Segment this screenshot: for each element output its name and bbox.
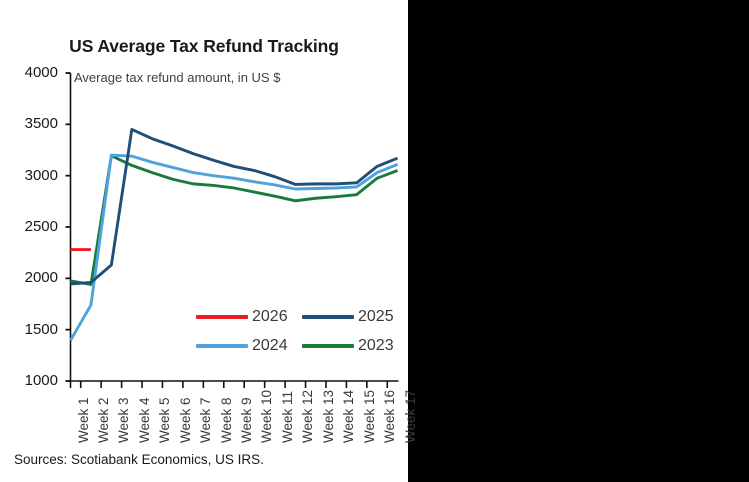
legend-item-2023[interactable]: 2023 — [302, 335, 401, 359]
source-note: Sources: Scotiabank Economics, US IRS. — [14, 452, 264, 467]
y-axis-tick-label: 2000 — [24, 269, 58, 287]
page-title: US Average Tax Refund Tracking — [69, 36, 339, 56]
x-axis-tick-label: Week 12 — [300, 389, 316, 443]
legend-row: 2026 2025 — [196, 306, 401, 330]
legend-item-2026[interactable]: 2026 — [196, 306, 295, 330]
x-axis-tick-label: Week 17 — [402, 389, 418, 443]
legend-swatch-2026 — [196, 315, 248, 319]
series-line-2025 — [70, 128, 399, 286]
chart-legend: 2026 2025 2024 2023 — [196, 306, 401, 362]
x-axis-tick-label: Week 11 — [279, 390, 295, 443]
series-line-2023 — [70, 154, 399, 286]
legend-label: 2026 — [252, 308, 288, 325]
legend-label: 2024 — [252, 337, 288, 354]
x-axis-tick-label: Week 14 — [341, 389, 357, 443]
legend-label: 2025 — [358, 308, 394, 325]
x-axis-tick-label: Week 7 — [198, 397, 214, 443]
series-line-2024 — [69, 153, 399, 342]
y-axis-tick-label: 1500 — [24, 320, 58, 338]
legend-item-2024[interactable]: 2024 — [196, 335, 295, 359]
x-axis-tick-label: Week 9 — [239, 397, 254, 443]
x-axis-tick-label: Week 2 — [95, 397, 111, 443]
chart-panel: US Average Tax Refund Tracking Average t… — [0, 0, 418, 482]
x-axis-tick-label: Week 1 — [75, 397, 91, 443]
x-axis-tick-label: Week 5 — [157, 397, 173, 443]
legend-swatch-2025 — [302, 315, 354, 319]
legend-swatch-2023 — [302, 344, 354, 348]
legend-row: 2024 2023 — [196, 335, 401, 359]
y-axis-tick-label: 4000 — [24, 64, 58, 81]
x-axis-tick-label: Week 6 — [177, 397, 193, 443]
y-axis-tick-label: 2500 — [24, 218, 58, 235]
x-axis-tick-label: Week 10 — [259, 389, 275, 443]
y-axis-tick-label: 3500 — [24, 115, 58, 133]
y-axis-tick-label: 1000 — [24, 372, 58, 389]
y-axis-tick-label: 3000 — [24, 166, 58, 184]
legend-item-2025[interactable]: 2025 — [302, 306, 401, 330]
x-axis-tick-label: Week 15 — [361, 389, 377, 443]
x-axis-tick-label: Week 16 — [382, 389, 398, 443]
x-axis-tick-label: Week 8 — [218, 397, 234, 443]
x-axis-tick-label: Week 13 — [320, 389, 336, 443]
chart-subtitle: Average tax refund amount, in US $ — [74, 70, 281, 85]
legend-label: 2023 — [358, 337, 394, 354]
x-axis-tick-label: Week 3 — [116, 397, 132, 443]
legend-swatch-2024 — [196, 344, 248, 348]
x-axis-tick-label: Week 4 — [136, 397, 152, 443]
line-chart-plot — [65, 72, 399, 388]
